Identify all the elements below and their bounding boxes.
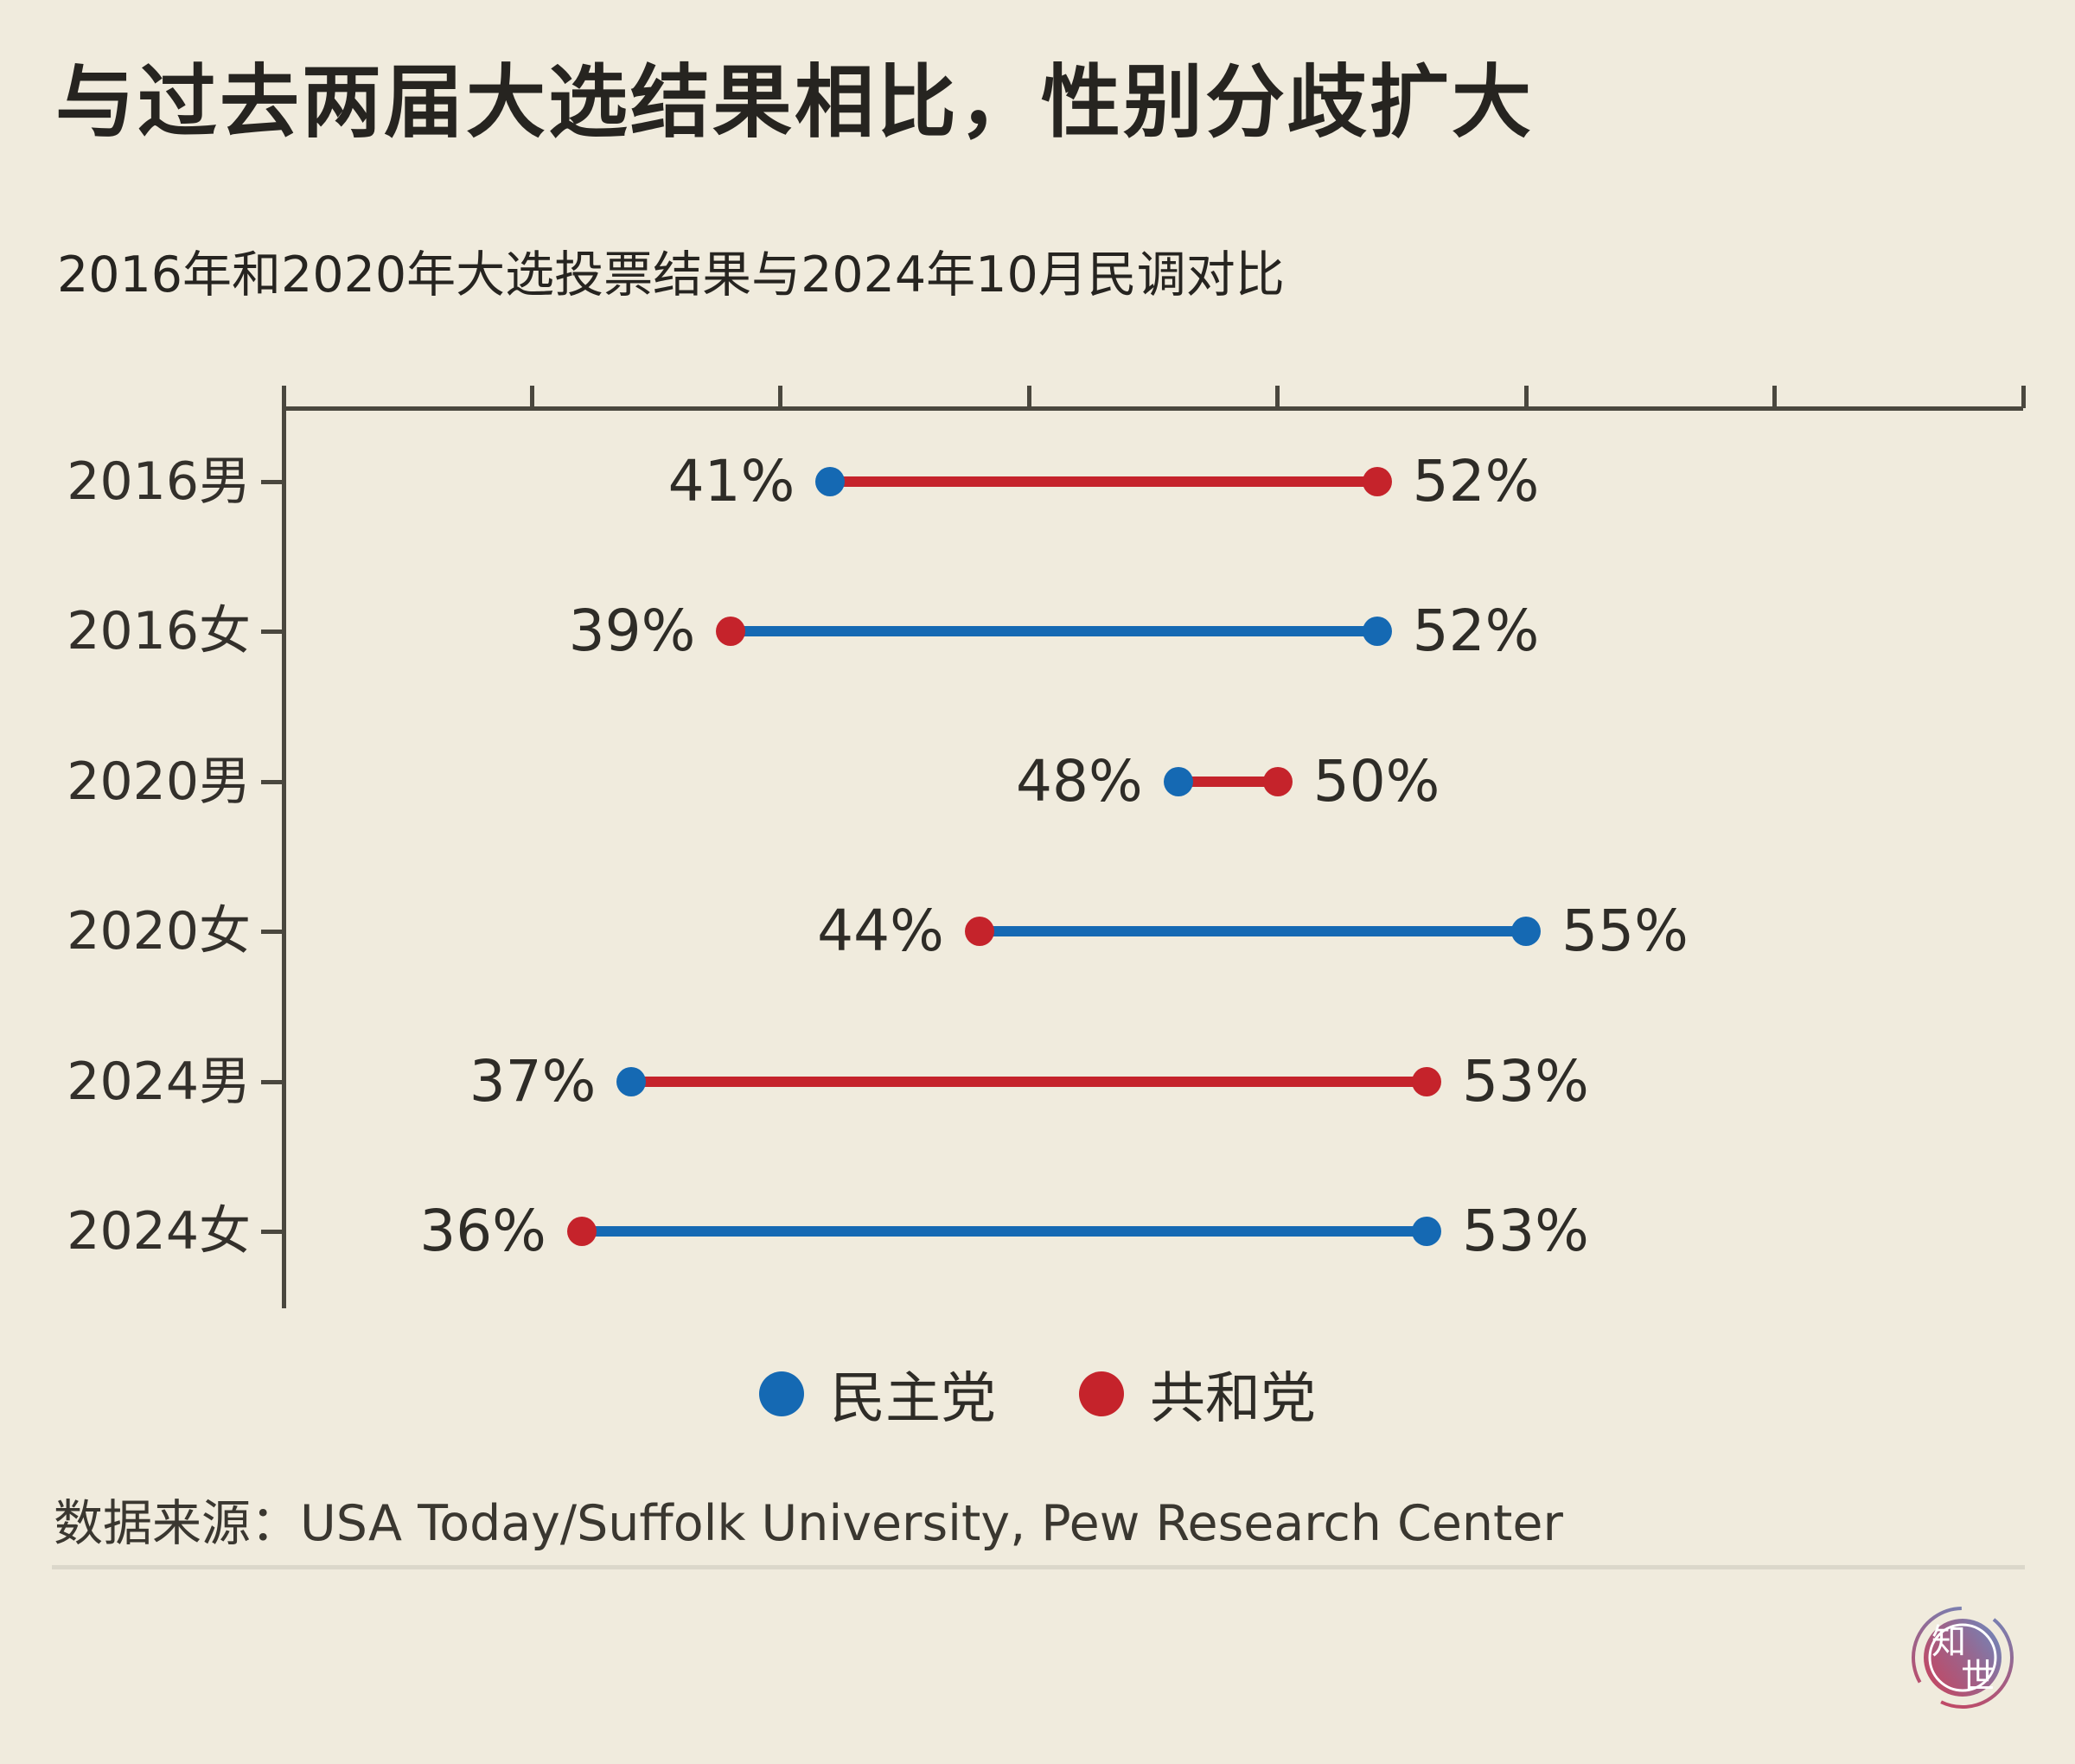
dumbbell-line	[979, 926, 1527, 936]
democrat-dot	[1412, 1217, 1442, 1246]
row-axis-tick	[261, 779, 284, 784]
value-label-left: 37%	[469, 1048, 597, 1115]
axis-tick	[529, 386, 534, 408]
axis-tick	[281, 386, 286, 408]
axis-tick	[1275, 386, 1280, 408]
row-label: 2016女	[67, 601, 251, 662]
row-label: 2016男	[67, 451, 251, 512]
value-label-right: 50%	[1312, 748, 1440, 815]
republican-dot	[1412, 1067, 1442, 1096]
value-label-right: 52%	[1412, 448, 1540, 514]
brand-logo: 知 世	[1912, 1607, 2014, 1709]
axis-tick	[1026, 386, 1031, 408]
value-label-left: 39%	[568, 598, 696, 664]
republican-dot	[1362, 467, 1392, 496]
data-source-text: 数据来源：USA Today/Suffolk University, Pew R…	[54, 1495, 1563, 1552]
democrat-dot	[1362, 617, 1392, 646]
value-label-left: 48%	[1016, 748, 1143, 815]
republican-dot	[1262, 767, 1293, 796]
legend-item-republican: 共和党	[1079, 1354, 1316, 1434]
republican-dot	[566, 1217, 597, 1246]
row-axis-tick	[261, 629, 284, 634]
value-label-left: 41%	[667, 448, 795, 514]
dumbbell-line	[830, 476, 1377, 487]
row-label: 2020女	[67, 901, 251, 962]
legend-item-democrat: 民主党	[759, 1354, 996, 1434]
value-label-right: 53%	[1462, 1048, 1589, 1115]
dumbbell-line	[581, 1226, 1427, 1237]
top-axis-line	[284, 406, 2023, 411]
logo-disc	[1924, 1619, 2002, 1697]
dumbbell-line	[631, 1077, 1427, 1087]
dumbbell-line	[731, 626, 1377, 636]
logo-char-top: 知	[1931, 1622, 1966, 1662]
democrat-dot	[815, 467, 846, 496]
republican-dot	[964, 917, 994, 946]
left-axis-line	[282, 386, 286, 1308]
democrat-dot	[1163, 767, 1193, 796]
legend: 民主党 共和党	[0, 1354, 2075, 1434]
legend-label-democrat: 民主党	[830, 1367, 996, 1431]
legend-label-republican: 共和党	[1150, 1367, 1316, 1431]
axis-tick	[778, 386, 783, 408]
row-axis-tick	[261, 1229, 284, 1234]
logo-outer-arc	[1912, 1607, 2014, 1709]
axis-tick	[2021, 386, 2026, 408]
value-label-left: 36%	[419, 1198, 546, 1264]
logo-inner-ring	[1928, 1623, 1997, 1692]
value-label-right: 55%	[1561, 898, 1689, 964]
row-axis-tick	[261, 479, 284, 484]
logo-char-bottom: 世	[1961, 1657, 1995, 1697]
axis-tick	[1523, 386, 1529, 408]
value-label-right: 52%	[1412, 598, 1540, 664]
row-axis-tick	[261, 1079, 284, 1084]
democrat-dot	[616, 1067, 647, 1096]
page-title: 与过去两届大选结果相比，性别分歧扩大	[55, 56, 1535, 149]
row-label: 2020男	[67, 751, 251, 812]
value-label-left: 44%	[817, 898, 944, 964]
democrat-dot	[1511, 917, 1542, 946]
value-label-right: 53%	[1462, 1198, 1589, 1264]
row-label: 2024男	[67, 1051, 251, 1112]
footer-divider	[52, 1565, 2025, 1569]
dumbbell-line	[1178, 777, 1278, 787]
democrat-dot-icon	[759, 1371, 804, 1416]
republican-dot-icon	[1079, 1371, 1124, 1416]
axis-tick	[1772, 386, 1778, 408]
row-axis-tick	[261, 929, 284, 934]
row-label: 2024女	[67, 1201, 251, 1262]
page-subtitle: 2016年和2020年大选投票结果与2024年10月民调对比	[57, 246, 1285, 304]
republican-dot	[716, 617, 746, 646]
